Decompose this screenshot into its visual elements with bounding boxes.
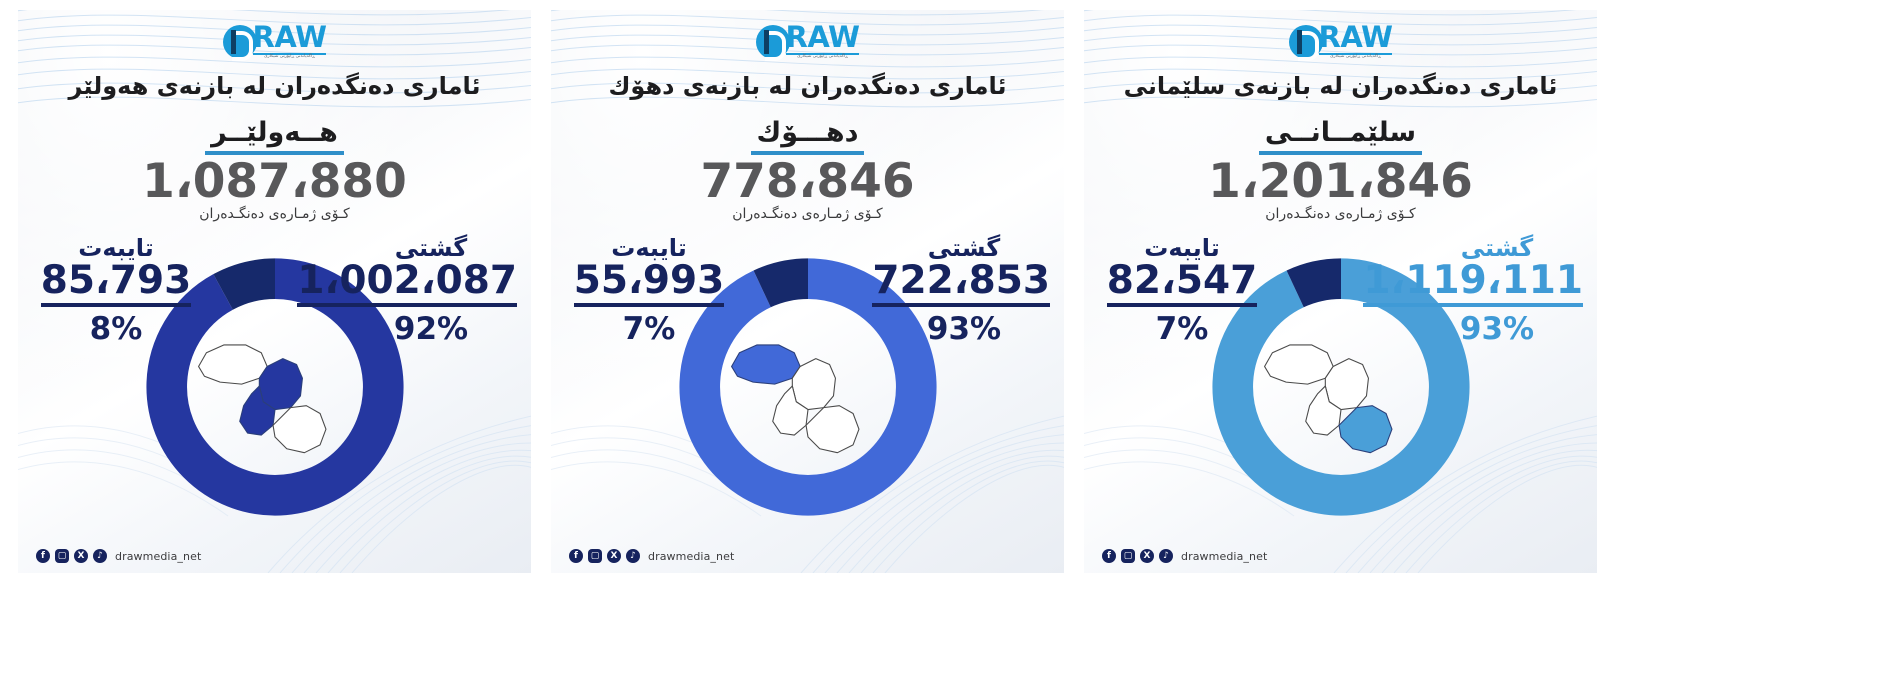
special-votes-label: تایبەت (1144, 234, 1220, 262)
draw-logo-icon (755, 24, 790, 61)
x-icon[interactable]: X (607, 549, 621, 563)
general-votes-stat: گشتی 1،002،087 92% (297, 234, 518, 348)
region-name: هــەولێــر (205, 117, 344, 155)
special-votes-stat: تایبەت 82،547 7% (1102, 234, 1262, 348)
card-footer: f ▢ X ♪ drawmedia_net (569, 549, 734, 563)
x-icon[interactable]: X (74, 549, 88, 563)
brand-logo[interactable]: RAW ڕاگەیاندنی ڕاپۆرتی شیکاری (1084, 20, 1597, 61)
special-votes-stat: تایبەت 85،793 8% (36, 234, 196, 348)
special-votes-percent: 7% (1155, 311, 1209, 348)
general-votes-label: گشتی (1460, 234, 1534, 262)
logo-wordmark: RAW (1318, 20, 1393, 54)
region-name: سلێمــانــی (1258, 117, 1423, 155)
tiktok-icon[interactable]: ♪ (93, 549, 107, 563)
website-handle[interactable]: drawmedia_net (648, 549, 735, 563)
special-votes-percent: 8% (89, 311, 143, 348)
region-total-caption: کـۆی ژمـارەی دەنگـدەران (1265, 205, 1416, 222)
general-votes-stat: گشتی 722،853 93% (872, 234, 1051, 348)
card-footer: f ▢ X ♪ drawmedia_net (36, 549, 201, 563)
card-title: ئاماری دەنگدەران لە بازنەی دهۆك (608, 72, 1007, 100)
general-votes-percent: 93% (926, 311, 1002, 348)
special-votes-label: تایبەت (78, 234, 154, 262)
logo-underline (1318, 52, 1393, 55)
special-votes-value: 82،547 (1106, 260, 1258, 308)
logo-tagline: ڕاگەیاندنی ڕاپۆرتی شیکاری (797, 53, 848, 59)
region-summary: سلێمــانــی 1،201،846 کـۆی ژمـارەی دەنگـ… (1084, 117, 1597, 222)
logo-underline (785, 52, 860, 55)
region-name: دهـــۆك (750, 117, 865, 155)
kurdistan-region-map (710, 314, 906, 464)
region-total-voters: 1،201،846 (1208, 154, 1474, 209)
voter-donut-chart (1191, 242, 1491, 536)
general-votes-value: 1،119،111 (1363, 260, 1584, 308)
region-stat-card-erbil: RAW ڕاگەیاندنی ڕاپۆرتی شیکاری ئاماری دەن… (18, 10, 531, 573)
general-votes-value: 722،853 (872, 260, 1051, 308)
facebook-icon[interactable]: f (36, 549, 50, 563)
draw-logo-icon (1288, 24, 1323, 61)
website-handle[interactable]: drawmedia_net (1181, 549, 1268, 563)
website-handle[interactable]: drawmedia_net (115, 549, 202, 563)
tiktok-icon[interactable]: ♪ (626, 549, 640, 563)
special-votes-value: 85،793 (40, 260, 192, 308)
donut-chart-area (1084, 242, 1597, 532)
region-total-caption: کـۆی ژمـارەی دەنگـدەران (732, 205, 883, 222)
special-votes-percent: 7% (622, 311, 676, 348)
facebook-icon[interactable]: f (569, 549, 583, 563)
special-votes-stat: تایبەت 55،993 7% (569, 234, 729, 348)
region-stat-card-sulaymaniyah: RAW ڕاگەیاندنی ڕاپۆرتی شیکاری ئاماری دەن… (1084, 10, 1597, 573)
general-votes-label: گشتی (927, 234, 1001, 262)
region-total-voters: 778،846 (700, 154, 915, 209)
instagram-icon[interactable]: ▢ (55, 549, 69, 563)
special-votes-label: تایبەت (611, 234, 687, 262)
region-stat-card-duhok: RAW ڕاگەیاندنی ڕاپۆرتی شیکاری ئاماری دەن… (551, 10, 1064, 573)
general-votes-percent: 92% (393, 311, 469, 348)
voter-donut-chart (658, 242, 958, 536)
instagram-icon[interactable]: ▢ (1121, 549, 1135, 563)
card-footer: f ▢ X ♪ drawmedia_net (1102, 549, 1267, 563)
logo-tagline: ڕاگەیاندنی ڕاپۆرتی شیکاری (1330, 53, 1381, 59)
kurdistan-region-map (177, 314, 373, 464)
logo-tagline: ڕاگەیاندنی ڕاپۆرتی شیکاری (264, 53, 315, 59)
general-votes-value: 1،002،087 (297, 260, 518, 308)
donut-chart-area (551, 242, 1064, 532)
logo-wordmark: RAW (252, 20, 327, 54)
region-total-voters: 1،087،880 (142, 154, 408, 209)
donut-chart-area (18, 242, 531, 532)
kurdistan-region-map (1243, 314, 1439, 464)
card-title: ئاماری دەنگدەران لە بازنەی هەولێر (68, 72, 481, 100)
x-icon[interactable]: X (1140, 549, 1154, 563)
logo-wordmark: RAW (785, 20, 860, 54)
draw-logo-icon (222, 24, 257, 61)
logo-underline (252, 52, 327, 55)
region-total-caption: کـۆی ژمـارەی دەنگـدەران (199, 205, 350, 222)
general-votes-stat: گشتی 1،119،111 93% (1363, 234, 1584, 348)
brand-logo[interactable]: RAW ڕاگەیاندنی ڕاپۆرتی شیکاری (551, 20, 1064, 61)
region-summary: هــەولێــر 1،087،880 کـۆی ژمـارەی دەنگـد… (18, 117, 531, 222)
special-votes-value: 55،993 (573, 260, 725, 308)
general-votes-label: گشتی (394, 234, 468, 262)
facebook-icon[interactable]: f (1102, 549, 1116, 563)
general-votes-percent: 93% (1459, 311, 1535, 348)
brand-logo[interactable]: RAW ڕاگەیاندنی ڕاپۆرتی شیکاری (18, 20, 531, 61)
voter-donut-chart (125, 242, 425, 536)
card-title: ئاماری دەنگدەران لە بازنەی سلێمانی (1123, 72, 1558, 100)
tiktok-icon[interactable]: ♪ (1159, 549, 1173, 563)
region-summary: دهـــۆك 778،846 کـۆی ژمـارەی دەنگـدەران (551, 117, 1064, 222)
instagram-icon[interactable]: ▢ (588, 549, 602, 563)
